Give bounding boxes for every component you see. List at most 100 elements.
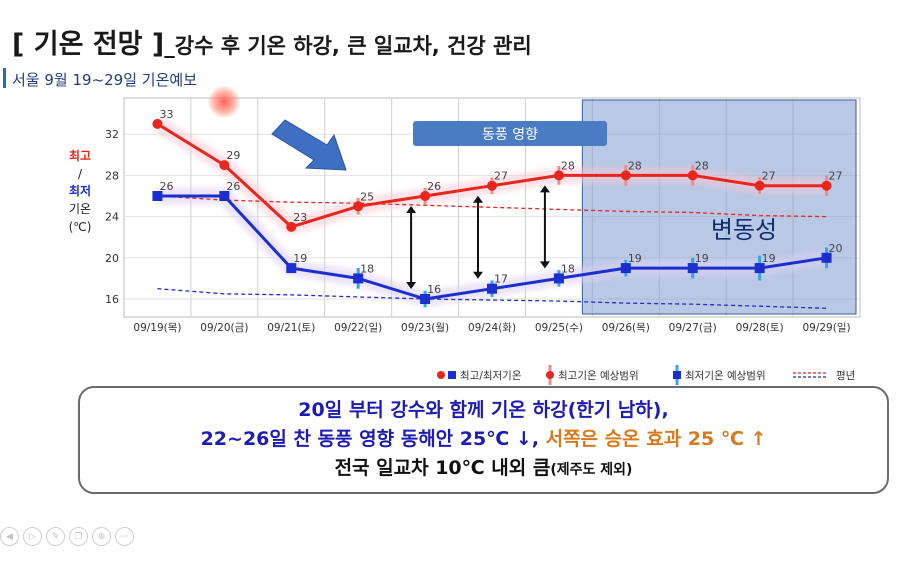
- high-temp-point: [687, 170, 698, 181]
- chart-legend: 최고/최저기온 최고기온 예상범위 최저기온 예상범위 평년: [437, 365, 855, 385]
- low-temp-label: 19: [762, 252, 776, 265]
- ylabel-high: 최고: [69, 148, 91, 163]
- x-tick-label: 09/27(금): [669, 322, 717, 334]
- legend-low-point-icon: [673, 371, 681, 379]
- low-temp-point: [487, 283, 497, 294]
- page-title: [ 기온 전망 ]_강수 후 기온 하강, 큰 일교차, 건강 관리: [12, 22, 532, 61]
- low-temp-point: [687, 263, 698, 274]
- low-temp-point: [353, 273, 364, 284]
- summary-line3-main: 전국 일교차 10℃ 내외 큼: [334, 456, 551, 479]
- y-tick-label: 28: [105, 169, 119, 182]
- legend-low-marker-icon: [448, 371, 456, 379]
- summary-line3-note: (제주도 제외): [550, 461, 633, 478]
- high-temp-point: [487, 180, 497, 191]
- high-temp-label: 26: [427, 180, 441, 193]
- play-icon[interactable]: ▷: [23, 527, 42, 546]
- x-tick-label: 09/24(화): [468, 322, 516, 334]
- variability-label: 변동성: [711, 216, 777, 244]
- high-temp-label: 28: [561, 159, 575, 172]
- low-temp-point: [152, 191, 163, 201]
- x-tick-label: 09/23(월): [401, 322, 449, 334]
- low-temp-label: 19: [628, 252, 642, 265]
- arrow-head-up-icon: [406, 206, 417, 213]
- summary-line3: 전국 일교차 10℃ 내외 큼(제주도 제외): [335, 454, 633, 485]
- low-temp-point: [219, 191, 230, 201]
- high-temp-point: [353, 201, 364, 212]
- high-temp-point: [821, 180, 832, 191]
- low-temp-label: 26: [226, 180, 240, 193]
- pen-icon[interactable]: ✎: [46, 527, 65, 546]
- low-temp-label: 19: [293, 252, 307, 265]
- low-temp-label: 20: [829, 242, 843, 255]
- low-temp-label: 19: [695, 252, 709, 265]
- low-temp-label: 17: [494, 273, 508, 286]
- high-temp-label: 29: [226, 149, 240, 162]
- play-back-icon[interactable]: ◀: [0, 527, 19, 546]
- legend-item: 최저기온 예상범위: [685, 369, 766, 382]
- high-temp-label: 23: [293, 211, 307, 224]
- legend-high-point-icon: [546, 371, 554, 379]
- high-temp-point: [152, 118, 163, 129]
- ylabel-unit: (℃): [69, 220, 92, 234]
- x-tick-label: 09/22(일): [334, 321, 382, 334]
- low-temp-point: [821, 252, 832, 263]
- low-temp-point: [286, 263, 297, 274]
- low-temp-point: [754, 263, 765, 274]
- temperature-chart: 33 29 23 25 26 27 28 28 28 27 27 26 26 19 18 16 17 18 19 19…: [69, 97, 861, 385]
- high-temp-point: [620, 170, 631, 181]
- legend-high-marker-icon: [437, 371, 445, 379]
- title-main: [ 기온 전망 ]: [12, 29, 165, 60]
- high-temp-point: [219, 160, 230, 171]
- low-temp-label: 16: [427, 283, 441, 296]
- ylabel-temp: 기온: [69, 202, 91, 216]
- copy-icon[interactable]: ❐: [69, 527, 88, 546]
- high-temp-label: 33: [159, 108, 173, 121]
- high-temp-label: 28: [628, 159, 642, 172]
- low-temp-label: 26: [159, 180, 173, 193]
- pointer-highlight: [208, 86, 240, 118]
- arrow-head-down-icon: [539, 261, 550, 269]
- x-tick-label: 09/20(금): [200, 322, 248, 334]
- high-temp-point: [754, 180, 765, 191]
- x-tick-label: 09/26(목): [602, 322, 650, 334]
- summary-line2-orange: 서쪽은 승온 효과 25 ℃ ↑: [545, 427, 767, 450]
- y-axis-label: 최고 / 최저 기온 (℃): [69, 148, 92, 234]
- low-temp-point: [553, 273, 564, 284]
- high-temp-point: [553, 170, 564, 181]
- easterly-label: 동풍 영향: [482, 127, 538, 143]
- arrow-head-up-icon: [473, 195, 483, 203]
- x-tick-label: 09/28(토): [736, 322, 784, 334]
- high-temp-label: 27: [494, 170, 508, 183]
- summary-line1: 20일 부터 강수와 함께 기온 하강(한기 남하),: [298, 398, 669, 421]
- chart-subtitle: 서울 9월 19~29일 기온예보: [12, 71, 197, 89]
- legend-item: 최고/최저기온: [460, 370, 522, 382]
- arrow-head-up-icon: [539, 185, 550, 193]
- y-tick-label: 16: [105, 293, 119, 306]
- easterly-label-box: [413, 121, 607, 146]
- high-temp-label: 25: [360, 190, 374, 203]
- high-temp-label: 28: [695, 159, 709, 172]
- x-tick-label: 09/21(토): [267, 322, 315, 334]
- legend-item: 평년: [836, 370, 855, 382]
- low-temp-point: [620, 263, 631, 274]
- high-temp-label: 27: [829, 170, 843, 183]
- variability-region: [581, 99, 857, 315]
- y-tick-label: 32: [105, 128, 119, 141]
- y-tick-label: 20: [105, 252, 119, 265]
- zoom-icon[interactable]: ⊕: [92, 527, 111, 546]
- arrow-head-down-icon: [473, 271, 483, 279]
- low-temp-label: 18: [561, 262, 575, 275]
- title-rest: _강수 후 기온 하강, 큰 일교차, 건강 관리: [164, 34, 532, 58]
- more-icon[interactable]: ⋯: [115, 527, 134, 546]
- x-tick-label: 09/29(일): [802, 321, 850, 334]
- high-temp-point: [286, 221, 297, 232]
- x-tick-label: 09/25(수): [535, 322, 583, 334]
- arrow-head-down-icon: [406, 282, 417, 289]
- high-temp-label: 27: [762, 170, 776, 183]
- wind-arrow-icon: [271, 119, 347, 171]
- high-temp-point: [420, 191, 431, 201]
- summary-line2-blue: 22~26일 찬 동풍 영향 동해안 25℃ ↓,: [200, 427, 546, 450]
- low-temp-label: 18: [360, 262, 374, 275]
- slide-toolbar: ◀ ▷ ✎ ❐ ⊕ ⋯: [0, 527, 134, 546]
- summary-line2: 22~26일 찬 동풍 영향 동해안 25℃ ↓, 서쪽은 승온 효과 25 ℃…: [201, 425, 767, 454]
